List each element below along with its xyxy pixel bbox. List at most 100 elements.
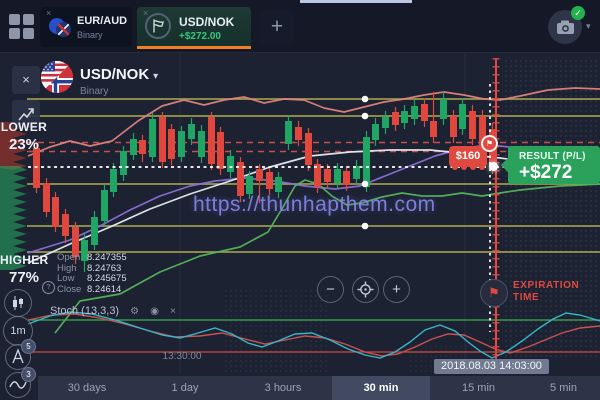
eur-aud-flag-icon — [49, 16, 71, 38]
candle — [120, 151, 127, 175]
candle — [168, 129, 175, 159]
timeframe-3-hours[interactable]: 3 hours — [264, 382, 302, 394]
drawing-tools-button[interactable] — [5, 344, 31, 370]
stoch-label: Stoch (13,3,3) — [50, 305, 120, 317]
close-icon[interactable]: × — [169, 306, 176, 317]
candle — [237, 162, 244, 196]
candle — [450, 116, 457, 137]
candle — [246, 176, 253, 194]
pennant-flag-icon — [145, 13, 171, 39]
gear-icon[interactable]: ⚙ — [130, 306, 140, 317]
chevron-down-icon: ▾ — [153, 71, 159, 82]
timeframe-bar: 30 days 1 day 3 hours 30 min 15 min 5 mi… — [38, 376, 600, 400]
stoch-indicator-header: Stoch (13,3,3) ⚙ ◉ × — [50, 305, 176, 317]
camera-icon — [557, 20, 574, 34]
candle — [227, 156, 234, 172]
candle — [285, 121, 292, 144]
tab-pair-label: EUR/AUD — [77, 15, 128, 27]
sentiment-strip — [0, 122, 27, 170]
indicator-count-badge: 3 — [21, 367, 36, 382]
tab-usd-nok[interactable]: × USD/NOK +$272.00 — [137, 7, 251, 49]
ohlc-readout: Open 8.247355 High 8.24763 Low 8.245675 Clo… — [57, 252, 127, 295]
candle — [411, 106, 418, 119]
chevron-down-icon[interactable]: ▾ — [586, 21, 591, 31]
candle — [208, 117, 215, 164]
candle — [401, 111, 408, 123]
tab-pair-label: USD/NOK — [179, 15, 235, 29]
target-icon — [357, 281, 374, 298]
position-pin-icon[interactable]: ⚑ — [481, 135, 498, 152]
candle — [295, 127, 302, 140]
candle — [305, 133, 312, 165]
candle — [149, 119, 156, 157]
eye-icon[interactable]: ◉ — [150, 306, 159, 317]
bg-texture — [225, 290, 330, 374]
candlestick-icon — [13, 296, 23, 310]
recenter-button[interactable] — [352, 276, 379, 303]
candle — [159, 117, 166, 162]
line-anchor-dot — [361, 112, 369, 120]
add-asset-button[interactable]: + — [260, 10, 294, 45]
top-strip — [300, 0, 412, 3]
cursor-timestamp: 2018.08.03 14:03:00 — [434, 359, 549, 374]
result-label: RESULT (P/L) — [519, 151, 586, 162]
sentiment-lower: LOWER 23% — [0, 120, 48, 153]
check-badge-icon: ✓ — [571, 6, 585, 20]
candle — [314, 164, 321, 187]
line-anchor-dot — [361, 95, 369, 103]
candle — [353, 166, 360, 179]
result-badge: RESULT (P/L) +$272 — [500, 146, 600, 184]
indicators-button[interactable] — [5, 372, 31, 398]
candle — [324, 169, 331, 182]
candle — [440, 99, 447, 119]
future-area-texture — [502, 58, 600, 358]
candle — [469, 111, 476, 139]
timeframe-30-days[interactable]: 30 days — [67, 382, 107, 394]
close-icon[interactable]: × — [143, 8, 149, 18]
candle — [91, 217, 98, 245]
candle — [363, 137, 370, 187]
zoom-in-button[interactable]: + — [383, 276, 410, 303]
candle — [459, 104, 466, 129]
help-icon[interactable]: ? — [42, 281, 55, 294]
flag-icon: ⚑ — [488, 285, 500, 300]
sentiment-strip — [0, 166, 27, 270]
candle — [81, 240, 88, 261]
stake-badge: $160 — [449, 146, 487, 170]
expiration-label: EXPIRATION TIME — [513, 280, 580, 303]
compass-icon — [12, 348, 24, 364]
candle — [178, 131, 185, 157]
candle — [343, 171, 350, 185]
expand-chart-button[interactable] — [12, 100, 40, 128]
apps-grid-icon[interactable] — [9, 14, 34, 39]
candle — [72, 227, 79, 257]
tab-type-label: Binary — [77, 30, 103, 40]
expiration-flag-button[interactable]: ⚑ — [480, 279, 508, 307]
price-cursor-dot — [489, 162, 498, 171]
candle — [62, 214, 69, 236]
candle — [139, 140, 146, 154]
asset-title[interactable]: USD/NOK ▾ — [80, 66, 159, 83]
candle — [188, 124, 195, 139]
close-chart-button[interactable]: × — [12, 66, 40, 94]
chart-type-button[interactable] — [4, 289, 32, 317]
timeframe-1-day[interactable]: 1 day — [171, 382, 199, 394]
timeframe-5-min[interactable]: 5 min — [550, 382, 577, 394]
zoom-out-button[interactable]: − — [317, 276, 344, 303]
timeframe-15-min[interactable]: 15 min — [461, 382, 496, 394]
tab-eur-aud[interactable]: × EUR/AUD Binary — [40, 7, 132, 47]
sentiment-higher: HIGHER 77% — [0, 253, 49, 286]
candle — [266, 172, 273, 189]
candle — [275, 177, 282, 192]
timeframe-30-min[interactable]: 30 min — [332, 376, 430, 400]
candle — [33, 148, 40, 188]
candle — [198, 131, 205, 157]
close-icon[interactable]: × — [46, 8, 52, 18]
candle — [256, 169, 263, 181]
candle — [430, 121, 437, 137]
line-anchor-dot — [361, 180, 369, 188]
candle — [52, 197, 59, 227]
candle — [334, 169, 341, 183]
